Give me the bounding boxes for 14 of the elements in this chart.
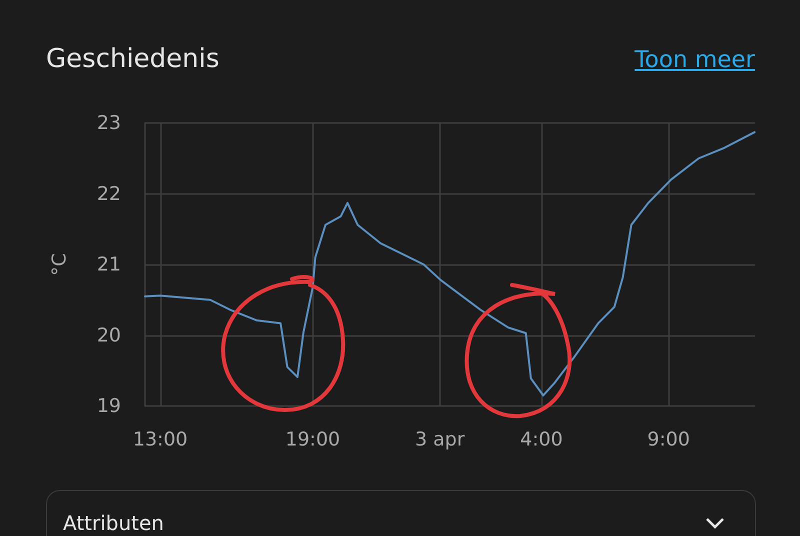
x-tick-label: 4:00 [520,428,563,450]
y-tick-label: 19 [96,395,121,417]
y-tick-label: 20 [96,324,121,346]
y-tick-label: 22 [96,182,121,205]
y-axis-title: °C [48,253,70,276]
chart-title: Geschiedenis [46,44,220,74]
text: Attributen [63,511,164,535]
y-tick-label: 21 [96,254,121,276]
text: Toon meer [634,47,755,73]
x-tick-label: 13:00 [132,428,188,450]
x-tick-label: 9:00 [647,428,690,450]
x-tick-label: 19:00 [285,428,340,450]
x-tick-label: 3 apr [415,428,465,450]
y-tick-label: 23 [96,112,121,134]
